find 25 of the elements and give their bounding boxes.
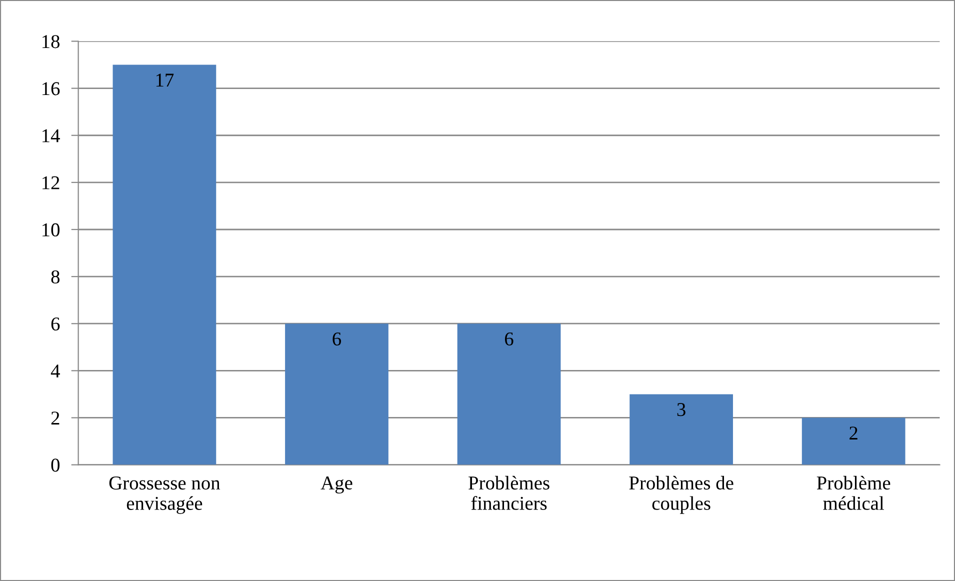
data-label: 17: [156, 74, 174, 87]
x-tick-label: Problèmes de couples: [629, 476, 734, 514]
x-tick-label: Grossesse non envisagée: [109, 476, 220, 514]
y-tick-label: 18: [42, 35, 60, 48]
bar: [802, 418, 906, 465]
y-tick-label: 4: [50, 364, 60, 378]
data-label: 3: [677, 403, 686, 416]
data-label: 6: [332, 332, 342, 346]
bar: [112, 64, 216, 465]
y-tick-label: 8: [51, 270, 60, 284]
y-tick-label: 16: [42, 82, 60, 96]
y-tick-label: 2: [51, 412, 60, 424]
y-tick-label: 6: [51, 317, 60, 331]
y-tick-label: 0: [51, 458, 60, 472]
y-tick-label: 10: [42, 223, 60, 236]
x-tick-label: Problème médical: [816, 476, 890, 510]
data-label: 2: [850, 426, 858, 440]
bar: [457, 324, 561, 465]
bar: [285, 324, 388, 465]
x-tick-label: Problèmes financiers: [468, 476, 550, 510]
x-tick-label: Age: [320, 476, 352, 494]
data-label: 6: [504, 332, 514, 346]
y-tick-label: 14: [42, 129, 60, 142]
bar: [630, 394, 733, 465]
y-tick-label: 12: [42, 176, 60, 190]
